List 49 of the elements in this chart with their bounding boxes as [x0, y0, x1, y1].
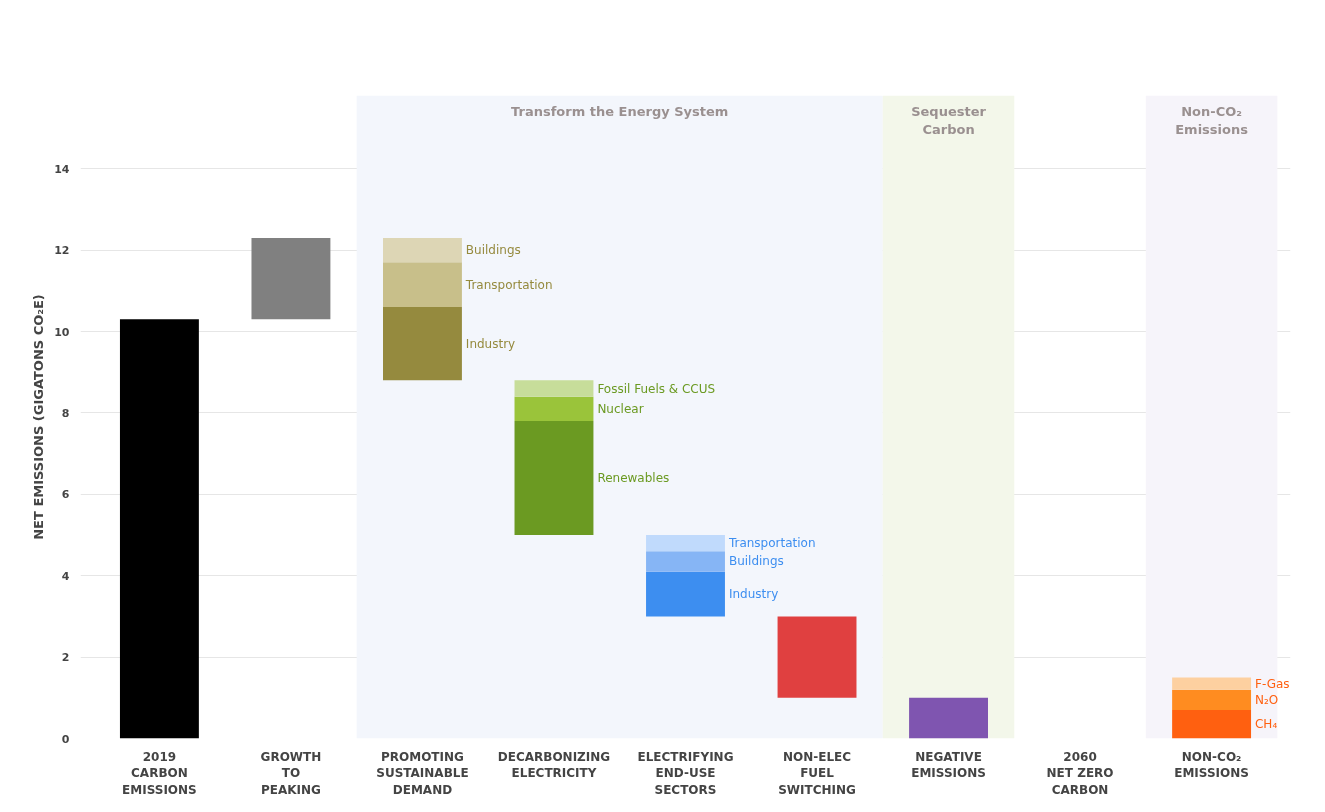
bar [909, 697, 988, 739]
bar [383, 307, 462, 381]
bar [646, 571, 725, 617]
y-axis-title: NET EMISSIONS (GIGATONS CO₂E) [31, 294, 47, 540]
bar [383, 262, 462, 308]
y-tick-label: 12 [54, 244, 70, 258]
y-tick-label: 0 [61, 732, 70, 746]
bar [383, 237, 462, 263]
x-tick-label: 2019 CARBON EMISSIONS [122, 749, 197, 798]
annotation: Fossil Fuels & CCUS [597, 381, 716, 396]
x-tick-label: 2060 NET ZERO CARBON [1046, 749, 1114, 798]
y-tick-label: 10 [54, 325, 70, 339]
annotation: CH₄ [1254, 717, 1278, 732]
y-tick-label: 4 [61, 569, 70, 583]
y-tick-label: 14 [54, 162, 70, 176]
y-tick-label: 2 [61, 651, 70, 665]
bar [514, 380, 594, 397]
band-label: Non-CO₂ Emissions [1175, 103, 1249, 137]
annotation: Transportation [727, 536, 816, 551]
bar [777, 616, 857, 698]
band-label: Sequester Carbon [911, 103, 987, 137]
band-label: Transform the Energy System [511, 103, 729, 119]
annotation: Renewables [597, 471, 670, 486]
x-tick-label: NEGATIVE EMISSIONS [911, 749, 986, 781]
x-tick-label: NON-CO₂ EMISSIONS [1174, 749, 1249, 781]
annotation: Industry [465, 336, 516, 351]
bar [514, 421, 594, 536]
bar [646, 551, 725, 572]
x-tick-label: DECARBONIZING ELECTRICITY [497, 749, 611, 781]
bar [514, 396, 594, 422]
bar [1172, 689, 1252, 711]
annotation: F-Gas [1254, 676, 1290, 691]
x-tick-label: GROWTH TO PEAKING [260, 749, 322, 798]
bar [1172, 677, 1252, 690]
annotation: N₂O [1254, 692, 1279, 707]
bar [1172, 710, 1252, 739]
x-tick-label: ELECTRIFYING END-USE SECTORS [637, 749, 734, 798]
x-tick-label: NON-ELEC FUEL SWITCHING [778, 749, 856, 798]
y-tick-label: 8 [61, 406, 70, 420]
annotation: Buildings [465, 243, 521, 258]
annotation: Industry [728, 587, 779, 602]
annotation: Nuclear [597, 401, 644, 416]
annotation: Transportation [464, 277, 553, 292]
bar [646, 535, 725, 552]
x-tick-label: PROMOTING SUSTAINABLE DEMAND [376, 749, 469, 798]
annotation: Buildings [728, 554, 784, 569]
y-tick-label: 6 [61, 488, 70, 502]
bar [119, 319, 199, 739]
bar [251, 237, 331, 320]
